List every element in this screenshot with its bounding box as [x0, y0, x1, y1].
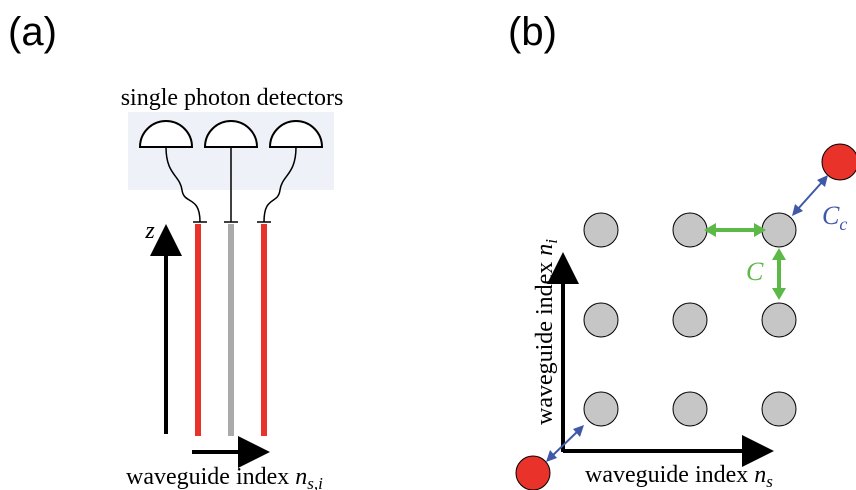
detectors-label: single photon detectors [121, 85, 344, 111]
coupling-label: C [746, 257, 764, 286]
waveguide-node [672, 302, 708, 338]
waveguide-grid [583, 212, 797, 427]
coupling-arrow-vertical [772, 248, 786, 300]
detector-dome [268, 120, 324, 148]
panel-b-label: (b) [508, 10, 557, 54]
x-axis-label-a: waveguide index ns,i [126, 464, 323, 490]
corner-coupling-arrow-top [792, 175, 828, 216]
fiber-left [165, 146, 201, 223]
corner-node-bottom-left [515, 455, 551, 490]
z-axis-label: z [144, 218, 155, 244]
waveguide-node [583, 212, 619, 248]
corner-coupling-label: Cc [822, 201, 847, 234]
corner-node-top-right [821, 143, 856, 181]
waveguide-node [761, 212, 797, 248]
waveguide-node [672, 212, 708, 248]
y-axis-label-b: waveguide index ni [532, 239, 561, 425]
waveguide-node [761, 302, 797, 338]
x-axis-label-b: waveguide index ns [585, 462, 773, 490]
corner-coupling-arrow-bottom [546, 425, 584, 462]
panel-a-label: (a) [8, 10, 57, 54]
waveguide-node [761, 391, 797, 427]
detector-dome [203, 120, 259, 148]
coupling-arrow-horizontal [704, 223, 766, 237]
waveguide-node [672, 391, 708, 427]
detector-dome [138, 120, 194, 148]
waveguide-node [583, 391, 619, 427]
waveguide-node [583, 302, 619, 338]
fiber-right [263, 146, 297, 223]
